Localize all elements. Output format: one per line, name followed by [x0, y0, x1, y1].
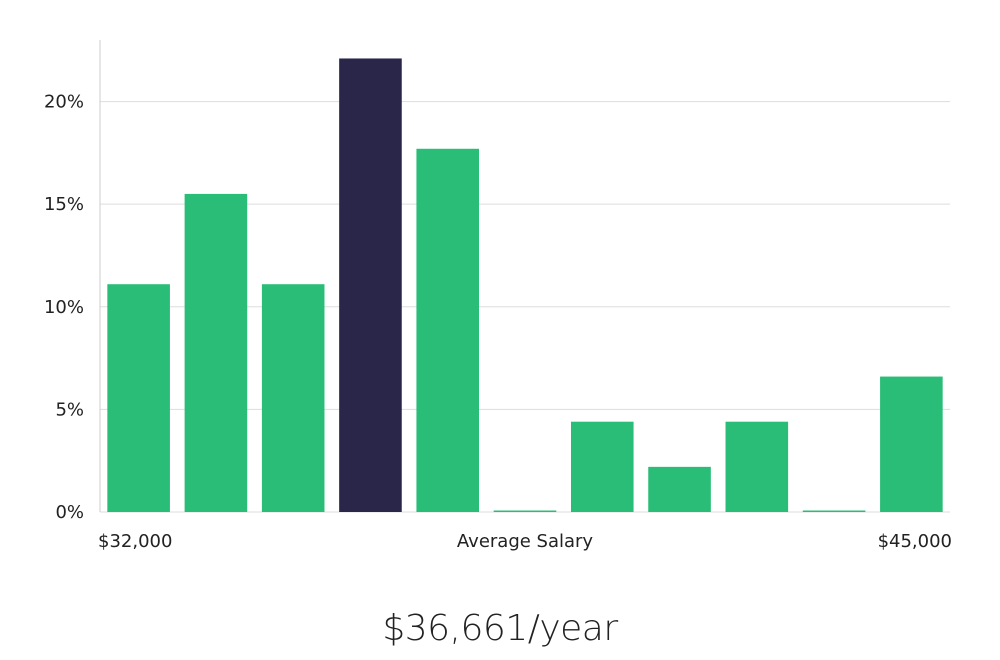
x-min-label: $32,000 — [98, 531, 172, 552]
bar — [725, 421, 789, 512]
bar-highlighted — [339, 58, 402, 512]
bar — [416, 148, 480, 512]
bar — [648, 466, 711, 512]
y-tick-label: 0% — [55, 502, 84, 523]
bar — [570, 421, 634, 512]
bar — [880, 376, 943, 512]
bar — [802, 510, 866, 512]
y-tick-label: 10% — [44, 297, 84, 318]
bar — [107, 284, 170, 512]
x-axis-title: Average Salary — [457, 531, 594, 552]
bars — [107, 58, 943, 512]
y-tick-label: 5% — [55, 399, 84, 420]
y-tick-label: 20% — [44, 92, 84, 113]
average-salary-value: $36,661/year — [382, 608, 618, 649]
y-tick-labels: 0% 5% 10% 15% 20% — [44, 92, 84, 523]
salary-histogram-chart: 0% 5% 10% 15% 20% $32,000 Average Salary $45… — [44, 40, 952, 552]
bar — [493, 510, 557, 512]
bar — [184, 193, 248, 512]
x-axis-labels: $32,000 Average Salary $45,000 — [98, 531, 952, 552]
x-max-label: $45,000 — [878, 531, 952, 552]
y-tick-label: 15% — [44, 194, 84, 215]
bar — [261, 284, 325, 512]
